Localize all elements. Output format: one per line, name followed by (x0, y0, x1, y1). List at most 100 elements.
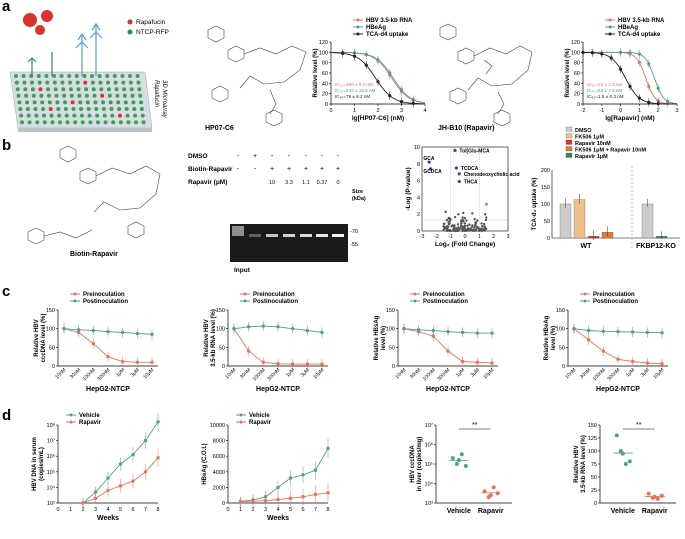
plate-spot (126, 120, 131, 125)
x-tick-label: 6 (301, 507, 304, 513)
gel-conc: 10 (269, 180, 275, 186)
y-axis-label: Relative HBV (574, 445, 580, 482)
plate-spot (101, 100, 106, 105)
y-tick-label: 8000 (213, 439, 225, 445)
data-point (490, 331, 494, 335)
gel-band (249, 234, 261, 237)
gel-mark: - (237, 166, 240, 173)
gel-row-biotin: Biotin-Rapavir (188, 166, 233, 173)
data-point (460, 224, 463, 227)
data-point (474, 223, 477, 227)
plate-spot (59, 74, 64, 78)
data-point (484, 218, 488, 222)
data-point (471, 212, 474, 215)
x-tick-label: -3 (420, 234, 425, 240)
x-axis-label: HepG2-NTCP (596, 386, 640, 393)
x-tick-label: -1 (448, 234, 453, 240)
volcano-point-label: TCDCA (461, 166, 479, 172)
data-point (474, 221, 478, 224)
y-axis-label: -Log (P-value) (405, 167, 412, 210)
gel-mark: + (287, 166, 291, 173)
plate-spot (61, 87, 66, 92)
data-point (616, 329, 620, 334)
plate-spot (68, 87, 73, 92)
ic50-label: IC₅₀=63 ± 7.2 nM (587, 88, 622, 93)
y-tick-label: 4 (417, 195, 420, 201)
legend-marker (243, 292, 247, 296)
plate-spot (86, 107, 91, 111)
data-point (326, 446, 330, 451)
data-point (444, 227, 448, 230)
data-point (364, 52, 368, 57)
data-point (472, 228, 475, 231)
data-point (495, 491, 500, 496)
data-point (453, 224, 456, 227)
y-tick-label: 150 (541, 185, 550, 191)
plate-spot (79, 107, 84, 111)
ic50-chart-rapavir: 0 20 40 60 80 100 120 -2 -1 0 1 2 3 lg[Rapavir] (nM) R… (565, 18, 679, 122)
y-tick-label: 10³ (425, 501, 433, 507)
data-point (616, 357, 620, 361)
data-point (468, 223, 471, 226)
data-point (402, 326, 406, 331)
group-label: WT (581, 243, 593, 250)
plate-spot (29, 74, 34, 78)
data-point (469, 227, 472, 230)
gel-row-dmso: DMSO (188, 153, 208, 160)
y-tick-label: 100 (319, 50, 328, 56)
legend-label: HBeAg (366, 25, 386, 31)
x-tick-label: 100nM (252, 367, 267, 382)
data-point (645, 361, 650, 365)
volcano-point-label: Chenodeoxycholic acid (464, 172, 520, 178)
x-tick-label: 1 (638, 108, 641, 114)
y-tick-label: 120 (571, 40, 580, 46)
compound-biotin-label: Biotin-Rapavir (70, 251, 118, 258)
y-tick-label: 100 (386, 327, 395, 333)
plate-spot (37, 80, 42, 85)
x-tick-label: 3 (506, 234, 509, 240)
data-point (586, 338, 591, 342)
y-tick-label: 20 (574, 92, 580, 98)
x-tick-label: 100nM (592, 367, 607, 382)
plate-spot (24, 93, 29, 98)
data-point (399, 100, 404, 104)
x-tick-label: 7 (314, 507, 317, 513)
data-point (450, 456, 455, 461)
plate-spot (134, 120, 138, 125)
plate-spot (50, 120, 55, 125)
x-tick-label: 2 (81, 507, 84, 513)
plate-spot (46, 93, 51, 98)
data-point (647, 100, 651, 104)
y-axis-label: HBV DNA in serum (32, 437, 38, 491)
y-tick-label: 25 (591, 488, 597, 494)
data-point (290, 326, 295, 331)
panel-a-letter: a (2, 0, 11, 15)
x-tick-label: 1 (353, 108, 356, 114)
x-tick-label: 300nM (436, 367, 451, 382)
x-tick-label: 30nM (239, 367, 252, 380)
data-point (290, 362, 295, 366)
plate-spot (100, 93, 105, 98)
data-point (276, 485, 280, 490)
data-point (411, 101, 415, 105)
plate-spot (36, 74, 41, 78)
plate-spot (130, 93, 135, 98)
gel-mark: + (270, 166, 274, 173)
data-point (623, 462, 628, 466)
data-point (106, 488, 110, 493)
data-point (454, 229, 457, 233)
legend-label: FK506 1μM + Rapavir 10nM (575, 148, 646, 154)
y-axis-label: Relative HBsAg (374, 315, 380, 360)
data-point (491, 485, 496, 490)
data-point (483, 225, 487, 228)
data-point (313, 492, 318, 497)
y-tick-label: 0 (417, 229, 420, 235)
x-tick-label: 10nM (394, 367, 407, 380)
x-axis-label: lg[HP07-C6] (nM) (352, 115, 404, 122)
y-tick-label: 0 (577, 102, 580, 108)
plate-spot (38, 87, 43, 92)
x-axis-label: Weeks (267, 515, 289, 522)
data-point (156, 456, 160, 460)
data-point (399, 88, 404, 92)
